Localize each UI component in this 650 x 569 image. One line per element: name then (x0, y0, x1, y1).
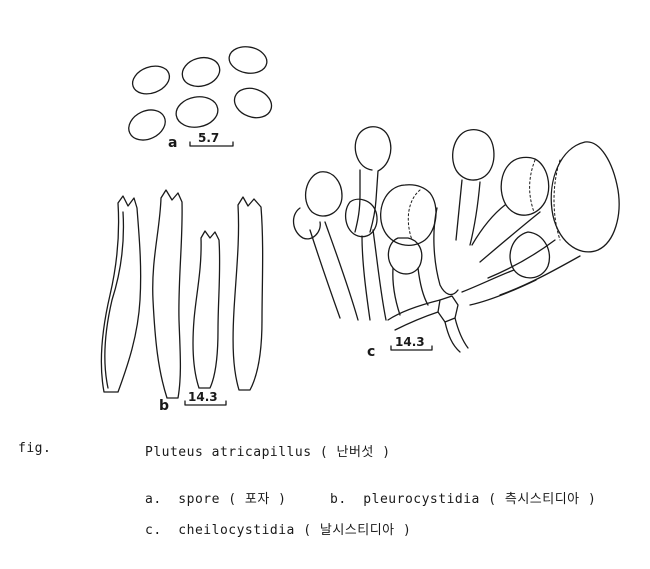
panel-a-letter: a (168, 135, 177, 151)
caption-line-b: b. pleurocystidia ( 측시스티디아 ) (330, 492, 597, 507)
figure-label: fig. (18, 441, 52, 456)
cystidium (232, 196, 264, 391)
cheilocystidium (380, 184, 437, 246)
cheilocystidium (461, 269, 537, 306)
panel-b-letter: b (159, 398, 169, 414)
cheilocystidium (392, 267, 429, 316)
cheilocystidium (292, 207, 321, 240)
cheilocystidium (550, 141, 620, 253)
cheilocystidium (455, 179, 481, 246)
spore (131, 65, 171, 95)
figure-title: Pluteus atricapillus ( 난버섯 ) (145, 445, 391, 460)
hyphal-base (444, 317, 469, 353)
panel-b-pleurocystidia: b 14.3 (100, 189, 264, 414)
cheilocystidium (354, 126, 392, 233)
panel-c-letter: c (367, 344, 375, 360)
cheilocystidium (344, 198, 378, 238)
caption-line-a: a. spore ( 포자 ) (145, 492, 287, 507)
cheilocystidium (309, 221, 359, 321)
cheilocystidium (361, 229, 387, 321)
scale-label-b: 14.3 (188, 390, 218, 404)
cystidium (192, 230, 221, 389)
caption-line-c: c. cheilocystidia ( 날시스티디아 ) (145, 523, 412, 538)
scale-label-c: 14.3 (395, 335, 425, 349)
cheilocystidium (529, 159, 536, 213)
panel-a-spores: a 5.7 (128, 46, 273, 151)
cheilocystidium (387, 237, 423, 275)
cheilocystidium (433, 207, 459, 296)
cheilocystidium (354, 169, 361, 233)
cheilocystidium (471, 204, 541, 263)
cheilocystidium (304, 171, 343, 217)
scale-bar-b (184, 400, 227, 406)
cheilocystidium (452, 128, 495, 181)
scale-label-a: 5.7 (198, 131, 219, 145)
spore (228, 46, 268, 74)
cystidium (152, 189, 183, 399)
hyphal-base (387, 299, 441, 331)
cheilocystidium (407, 189, 421, 241)
panel-c-cheilocystidia: c 14.3 (292, 126, 620, 360)
scale-bar-a (189, 141, 234, 147)
spore (175, 96, 219, 128)
scale-bar-c (390, 345, 433, 351)
cheilocystidium (553, 159, 561, 241)
spore (181, 56, 221, 88)
cheilocystidium (487, 239, 581, 296)
spore (128, 109, 166, 141)
spore (233, 87, 273, 119)
cystidium (104, 211, 125, 389)
fungus-micrograph-drawing: a 5.7 b 14.3 (100, 46, 620, 414)
cystidium (100, 195, 142, 393)
cheilocystidium (500, 156, 550, 216)
cheilocystidium (509, 231, 551, 279)
